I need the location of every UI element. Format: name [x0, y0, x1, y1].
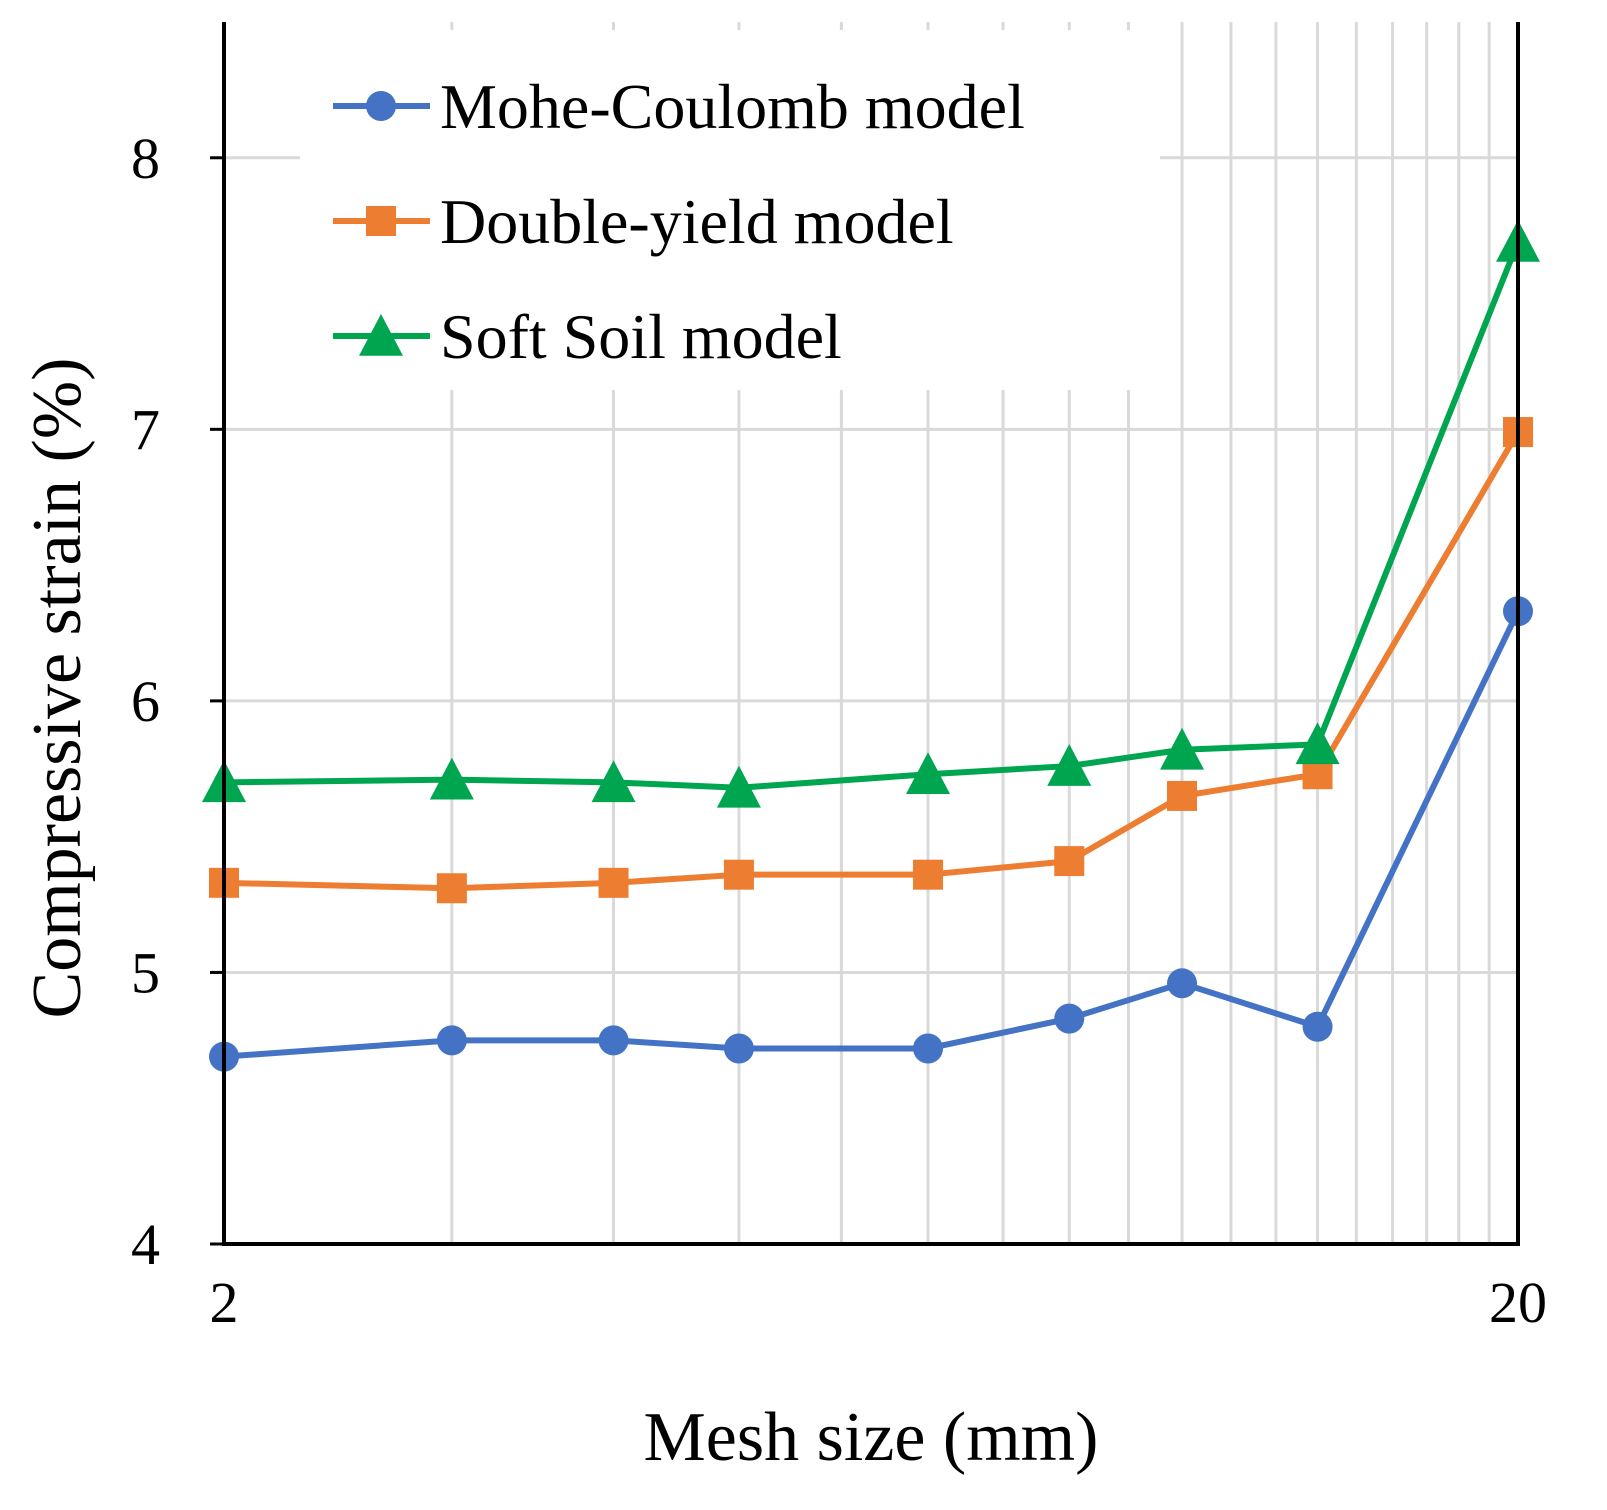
- legend: Mohe-Coulomb model Double-yield model Soft…: [333, 71, 1025, 372]
- legend-label: Soft Soil model: [440, 301, 842, 372]
- x-axis-ticks: 2 20: [210, 1270, 1548, 1335]
- x-axis-title: Mesh size (mm): [644, 1399, 1099, 1476]
- legend-box: [300, 30, 1160, 390]
- y-axis-ticks: 4 5 6 7 8: [131, 126, 224, 1277]
- y-tick-label: 5: [131, 940, 160, 1005]
- data-point-1-3: [723, 859, 754, 890]
- data-point-1-6: [1167, 780, 1198, 811]
- data-point-2-7: [1295, 722, 1340, 765]
- data-point-0-6: [1167, 968, 1198, 999]
- data-point-2-4: [906, 752, 951, 795]
- legend-triangle-icon: [359, 314, 403, 356]
- data-point-0-2: [598, 1025, 629, 1056]
- data-point-0-4: [913, 1033, 944, 1064]
- data-point-2-5: [1047, 744, 1092, 786]
- data-point-1-4: [913, 859, 944, 890]
- data-point-0-3: [723, 1033, 754, 1064]
- legend-item: Soft Soil model: [333, 301, 842, 372]
- x-tick-label: 2: [210, 1270, 239, 1335]
- data-point-0-7: [1302, 1011, 1333, 1042]
- series-line-1: [223, 430, 1521, 892]
- y-tick-label: 8: [131, 126, 160, 191]
- data-point-1-1: [436, 873, 467, 904]
- data-point-1-5: [1054, 846, 1085, 877]
- y-tick-label: 7: [131, 397, 160, 462]
- legend-label: Mohe-Coulomb model: [440, 71, 1025, 142]
- data-point-2-6: [1160, 727, 1205, 770]
- data-point-2-1: [429, 757, 474, 800]
- legend-background: [300, 30, 1160, 390]
- series-markers: [202, 219, 1540, 1072]
- legend-circle-icon: [366, 91, 396, 121]
- plot-frame: [222, 22, 1520, 1246]
- data-point-2-3: [716, 765, 761, 808]
- series-line-0: [223, 609, 1521, 1060]
- y-axis-title: Compressive strain (%): [19, 358, 96, 1019]
- data-point-1-7: [1302, 759, 1333, 790]
- y-tick-label: 6: [131, 669, 160, 734]
- data-point-2-2: [591, 760, 636, 803]
- data-point-0-1: [436, 1025, 467, 1056]
- data-point-1-2: [598, 867, 629, 898]
- legend-square-icon: [366, 206, 396, 236]
- legend-item: Double-yield model: [333, 186, 954, 257]
- legend-label: Double-yield model: [440, 186, 954, 257]
- data-point-0-5: [1054, 1003, 1085, 1034]
- y-tick-label: 4: [131, 1212, 160, 1277]
- x-tick-label: 20: [1489, 1270, 1547, 1335]
- legend-item: Mohe-Coulomb model: [333, 71, 1025, 142]
